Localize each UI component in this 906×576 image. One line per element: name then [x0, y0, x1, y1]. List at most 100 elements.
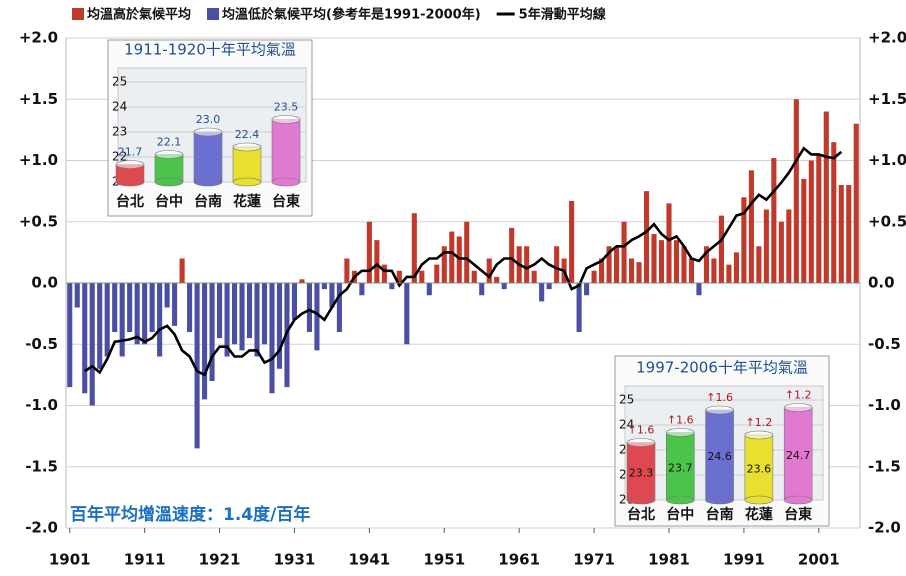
bar: [202, 283, 208, 400]
bar-top: [115, 160, 145, 169]
value-label: 23.7: [668, 461, 693, 474]
bar-top: [154, 150, 184, 159]
bar: [434, 264, 440, 283]
bar: [306, 283, 312, 332]
bar: [651, 234, 657, 283]
bar: [67, 283, 73, 388]
x-tick-label: 1981: [648, 551, 690, 569]
inset-category: 台中: [155, 193, 183, 210]
bar-top: [744, 430, 774, 440]
inset-bar: [271, 119, 301, 183]
legend-label: 5年滑動平均線: [519, 7, 607, 23]
bar: [254, 283, 260, 357]
bar: [471, 270, 477, 283]
y2-tick-label: +1.0: [868, 151, 906, 169]
bar: [419, 270, 425, 283]
bar: [404, 283, 410, 345]
inset-bar: [232, 146, 262, 183]
inset-bar: [705, 409, 734, 501]
y-tick-label: -2.0: [25, 519, 58, 537]
bar: [389, 283, 395, 290]
y2-tick-label: +1.5: [868, 90, 906, 108]
y-tick-label: +0.5: [19, 212, 58, 230]
bar: [449, 231, 455, 283]
bar: [374, 240, 380, 283]
inset-category: 花蓮: [233, 193, 261, 210]
value-label: 22.4: [235, 128, 260, 141]
bar: [172, 283, 178, 326]
bar: [209, 283, 215, 381]
bar: [336, 283, 342, 332]
bar: [381, 264, 387, 283]
inset-y-tick-label: 25: [112, 75, 127, 89]
bar: [681, 246, 687, 283]
bar: [703, 246, 709, 283]
bar: [509, 227, 515, 283]
inset-bar: [193, 131, 223, 183]
bar-top: [193, 127, 223, 137]
bar: [291, 283, 298, 320]
bar-bottom: [626, 495, 656, 505]
bar: [179, 258, 185, 283]
bar-bottom: [271, 177, 301, 187]
inset-title: 1911-1920十年平均氣溫: [124, 41, 296, 59]
bar: [763, 209, 769, 283]
value-label: 23.5: [274, 101, 299, 114]
bar: [239, 283, 245, 351]
bar: [217, 283, 223, 339]
value-label: 23.6: [747, 463, 772, 476]
bar: [246, 283, 253, 339]
bar-bottom: [115, 177, 145, 187]
moving-average-line: [83, 146, 843, 377]
bar: [299, 279, 305, 283]
value-label: 24.7: [786, 449, 811, 462]
bar: [711, 258, 717, 283]
x-tick-label: 1911: [124, 551, 166, 569]
increase-label: ↑1.6: [667, 414, 694, 427]
bar: [539, 283, 545, 302]
bar: [494, 276, 500, 283]
bar: [658, 240, 665, 283]
bar: [546, 283, 552, 290]
bar: [853, 123, 859, 283]
inset-category: 台南: [194, 193, 222, 210]
bar: [636, 262, 642, 283]
bar: [157, 283, 163, 357]
bar-top: [705, 405, 734, 415]
bar: [591, 270, 597, 283]
bar: [149, 283, 155, 332]
inset-y-tick-label: 24: [619, 418, 634, 432]
bar: [359, 283, 365, 296]
legend-swatch: [207, 8, 220, 20]
bar: [801, 178, 807, 283]
bar: [314, 283, 320, 351]
bar: [688, 258, 695, 283]
bar: [464, 221, 470, 283]
inset-y-tick-label: 25: [619, 393, 634, 407]
value-label: 23.3: [629, 466, 654, 479]
bar: [771, 158, 777, 283]
bar: [441, 246, 447, 283]
bar: [808, 160, 814, 283]
y-tick-label: -1.5: [25, 457, 58, 475]
bar: [628, 258, 635, 283]
bar: [838, 185, 844, 283]
bar-top: [626, 438, 656, 447]
bar-bottom: [783, 495, 813, 505]
bar: [119, 283, 125, 357]
bar-bottom: [232, 177, 262, 187]
inset-title: 1997-2006十年平均氣溫: [636, 359, 808, 377]
increase-label: ↑1.6: [706, 391, 733, 404]
bar: [366, 221, 372, 283]
x-tick-label: 2001: [798, 551, 840, 569]
bar: [756, 246, 762, 283]
bar: [726, 264, 732, 283]
bar: [112, 283, 118, 332]
inset-category: 台南: [706, 506, 734, 523]
inset-bar: [744, 434, 774, 501]
x-tick-label: 1901: [49, 551, 91, 569]
bar: [501, 283, 507, 290]
value-label: 23.0: [196, 113, 221, 126]
bar: [823, 111, 829, 283]
value-label: 21.7: [118, 146, 143, 159]
